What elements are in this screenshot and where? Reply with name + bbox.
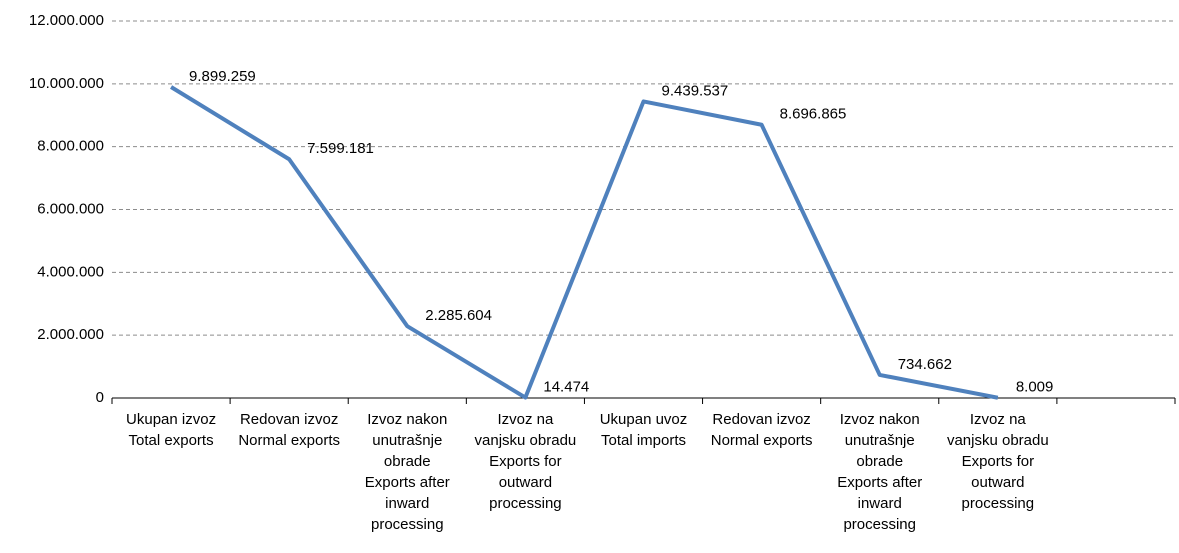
y-tick-label: 8.000.000 [37, 138, 104, 155]
data-label: 8.696.865 [780, 106, 847, 123]
y-tick-label: 12.000.000 [29, 12, 104, 29]
data-label: 734.662 [898, 356, 952, 373]
x-tick-label: Redovan izvoz Normal exports [238, 411, 340, 449]
y-tick-label: 10.000.000 [29, 75, 104, 92]
x-tick-label: Redovan izvoz Normal exports [711, 411, 813, 449]
data-label: 2.285.604 [425, 307, 492, 324]
y-tick-label: 2.000.000 [37, 326, 104, 343]
y-tick-label: 0 [96, 389, 104, 406]
line-series [170, 85, 999, 400]
x-tick-label: Izvoz na vanjsku obradu Exports for outward… [947, 411, 1049, 512]
x-tick-label: Izvoz na vanjsku obradu Exports for outward… [475, 411, 577, 512]
data-label: 14.474 [543, 379, 589, 396]
x-tick-label: Izvoz nakon unutrašnje obrade Exports after… [837, 411, 922, 533]
x-tick-label: Ukupan uvoz Total imports [600, 411, 688, 449]
data-label: 7.599.181 [307, 140, 374, 157]
y-tick-label: 6.000.000 [37, 200, 104, 217]
data-label: 9.899.259 [189, 68, 256, 85]
x-tick-label: Izvoz nakon unutrašnje obrade Exports after… [365, 411, 450, 533]
data-label: 9.439.537 [662, 82, 729, 99]
y-tick-label: 4.000.000 [37, 263, 104, 280]
data-label: 8.009 [1016, 379, 1054, 396]
x-tick-label: Ukupan izvoz Total exports [126, 411, 216, 449]
